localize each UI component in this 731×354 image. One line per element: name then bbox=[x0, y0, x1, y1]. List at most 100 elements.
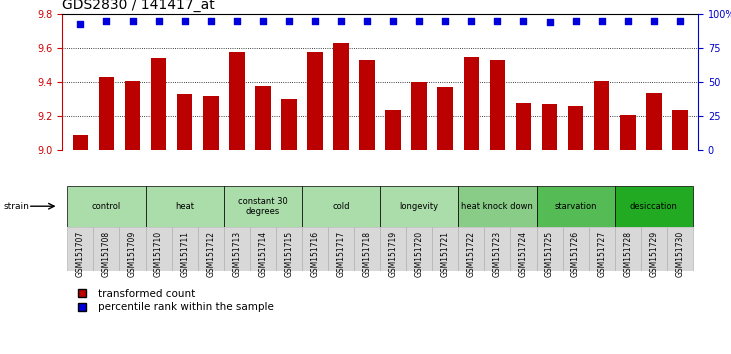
Point bbox=[413, 18, 425, 24]
Bar bbox=[380, 227, 406, 271]
Text: GSM151726: GSM151726 bbox=[571, 231, 580, 277]
Bar bbox=[385, 110, 401, 150]
Point bbox=[622, 18, 634, 24]
Bar bbox=[437, 87, 453, 150]
Point bbox=[466, 18, 477, 24]
Point bbox=[491, 18, 503, 24]
Bar bbox=[72, 135, 88, 150]
Bar bbox=[458, 227, 485, 271]
Bar bbox=[177, 94, 192, 150]
Bar bbox=[458, 186, 537, 227]
Text: GSM151720: GSM151720 bbox=[414, 231, 424, 277]
Text: GSM151723: GSM151723 bbox=[493, 231, 502, 277]
Bar bbox=[412, 82, 427, 150]
Text: GSM151718: GSM151718 bbox=[363, 231, 371, 277]
Text: GSM151711: GSM151711 bbox=[180, 231, 189, 277]
Bar bbox=[620, 115, 635, 150]
Bar bbox=[276, 227, 302, 271]
Bar bbox=[406, 227, 432, 271]
Point bbox=[126, 18, 138, 24]
Bar bbox=[380, 186, 458, 227]
Text: GSM151727: GSM151727 bbox=[597, 231, 606, 277]
Text: GSM151709: GSM151709 bbox=[128, 231, 137, 277]
Bar bbox=[224, 227, 250, 271]
Bar bbox=[542, 104, 557, 150]
Bar bbox=[485, 227, 510, 271]
Text: GSM151707: GSM151707 bbox=[76, 231, 85, 277]
Point bbox=[336, 18, 347, 24]
Bar bbox=[224, 186, 302, 227]
Bar bbox=[490, 60, 505, 150]
Bar bbox=[568, 106, 583, 150]
Point bbox=[569, 18, 581, 24]
Point bbox=[518, 18, 529, 24]
Text: heat: heat bbox=[175, 202, 194, 211]
Bar bbox=[515, 103, 531, 150]
Point bbox=[387, 18, 399, 24]
Point bbox=[544, 19, 556, 25]
Bar bbox=[172, 227, 197, 271]
Point bbox=[648, 18, 659, 24]
Text: starvation: starvation bbox=[554, 202, 596, 211]
Text: heat knock down: heat knock down bbox=[461, 202, 534, 211]
Bar bbox=[302, 227, 328, 271]
Bar bbox=[145, 227, 172, 271]
Text: constant 30
degrees: constant 30 degrees bbox=[238, 196, 288, 216]
Point bbox=[179, 18, 191, 24]
Bar bbox=[67, 186, 145, 227]
Text: desiccation: desiccation bbox=[630, 202, 678, 211]
Bar bbox=[588, 227, 615, 271]
Text: strain: strain bbox=[4, 202, 29, 211]
Bar bbox=[563, 227, 588, 271]
Text: longevity: longevity bbox=[400, 202, 439, 211]
Text: GSM151724: GSM151724 bbox=[519, 231, 528, 277]
Bar bbox=[255, 86, 270, 150]
Text: GSM151721: GSM151721 bbox=[441, 231, 450, 277]
Bar bbox=[641, 227, 667, 271]
Bar bbox=[250, 227, 276, 271]
Bar bbox=[307, 52, 323, 150]
Point bbox=[283, 18, 295, 24]
Bar bbox=[463, 57, 479, 150]
Text: GSM151714: GSM151714 bbox=[258, 231, 268, 277]
Bar bbox=[359, 60, 375, 150]
Bar bbox=[229, 52, 245, 150]
Point bbox=[153, 18, 164, 24]
Text: GSM151728: GSM151728 bbox=[624, 231, 632, 277]
Text: GSM151716: GSM151716 bbox=[311, 231, 319, 277]
Text: GSM151710: GSM151710 bbox=[154, 231, 163, 277]
Bar bbox=[667, 227, 693, 271]
Bar bbox=[119, 227, 145, 271]
Bar bbox=[615, 227, 641, 271]
Point bbox=[231, 18, 243, 24]
Text: GSM151715: GSM151715 bbox=[284, 231, 293, 277]
Bar bbox=[537, 186, 615, 227]
Text: cold: cold bbox=[333, 202, 349, 211]
Legend: transformed count, percentile rank within the sample: transformed count, percentile rank withi… bbox=[67, 285, 278, 316]
Text: GSM151717: GSM151717 bbox=[336, 231, 346, 277]
Text: GSM151722: GSM151722 bbox=[467, 231, 476, 277]
Bar bbox=[94, 227, 119, 271]
Text: GSM151730: GSM151730 bbox=[675, 231, 684, 277]
Bar bbox=[197, 227, 224, 271]
Point bbox=[101, 18, 113, 24]
Point bbox=[674, 18, 686, 24]
Point bbox=[361, 18, 373, 24]
Text: GSM151708: GSM151708 bbox=[102, 231, 111, 277]
Point bbox=[257, 18, 269, 24]
Bar bbox=[151, 58, 167, 150]
Text: GDS2830 / 141417_at: GDS2830 / 141417_at bbox=[62, 0, 215, 12]
Text: GSM151729: GSM151729 bbox=[649, 231, 659, 277]
Bar bbox=[281, 99, 297, 150]
Text: GSM151725: GSM151725 bbox=[545, 231, 554, 277]
Point bbox=[596, 18, 607, 24]
Point bbox=[205, 18, 216, 24]
Bar bbox=[145, 186, 224, 227]
Bar bbox=[537, 227, 563, 271]
Text: GSM151719: GSM151719 bbox=[389, 231, 398, 277]
Bar bbox=[510, 227, 537, 271]
Bar bbox=[333, 43, 349, 150]
Text: control: control bbox=[92, 202, 121, 211]
Text: GSM151713: GSM151713 bbox=[232, 231, 241, 277]
Bar bbox=[646, 92, 662, 150]
